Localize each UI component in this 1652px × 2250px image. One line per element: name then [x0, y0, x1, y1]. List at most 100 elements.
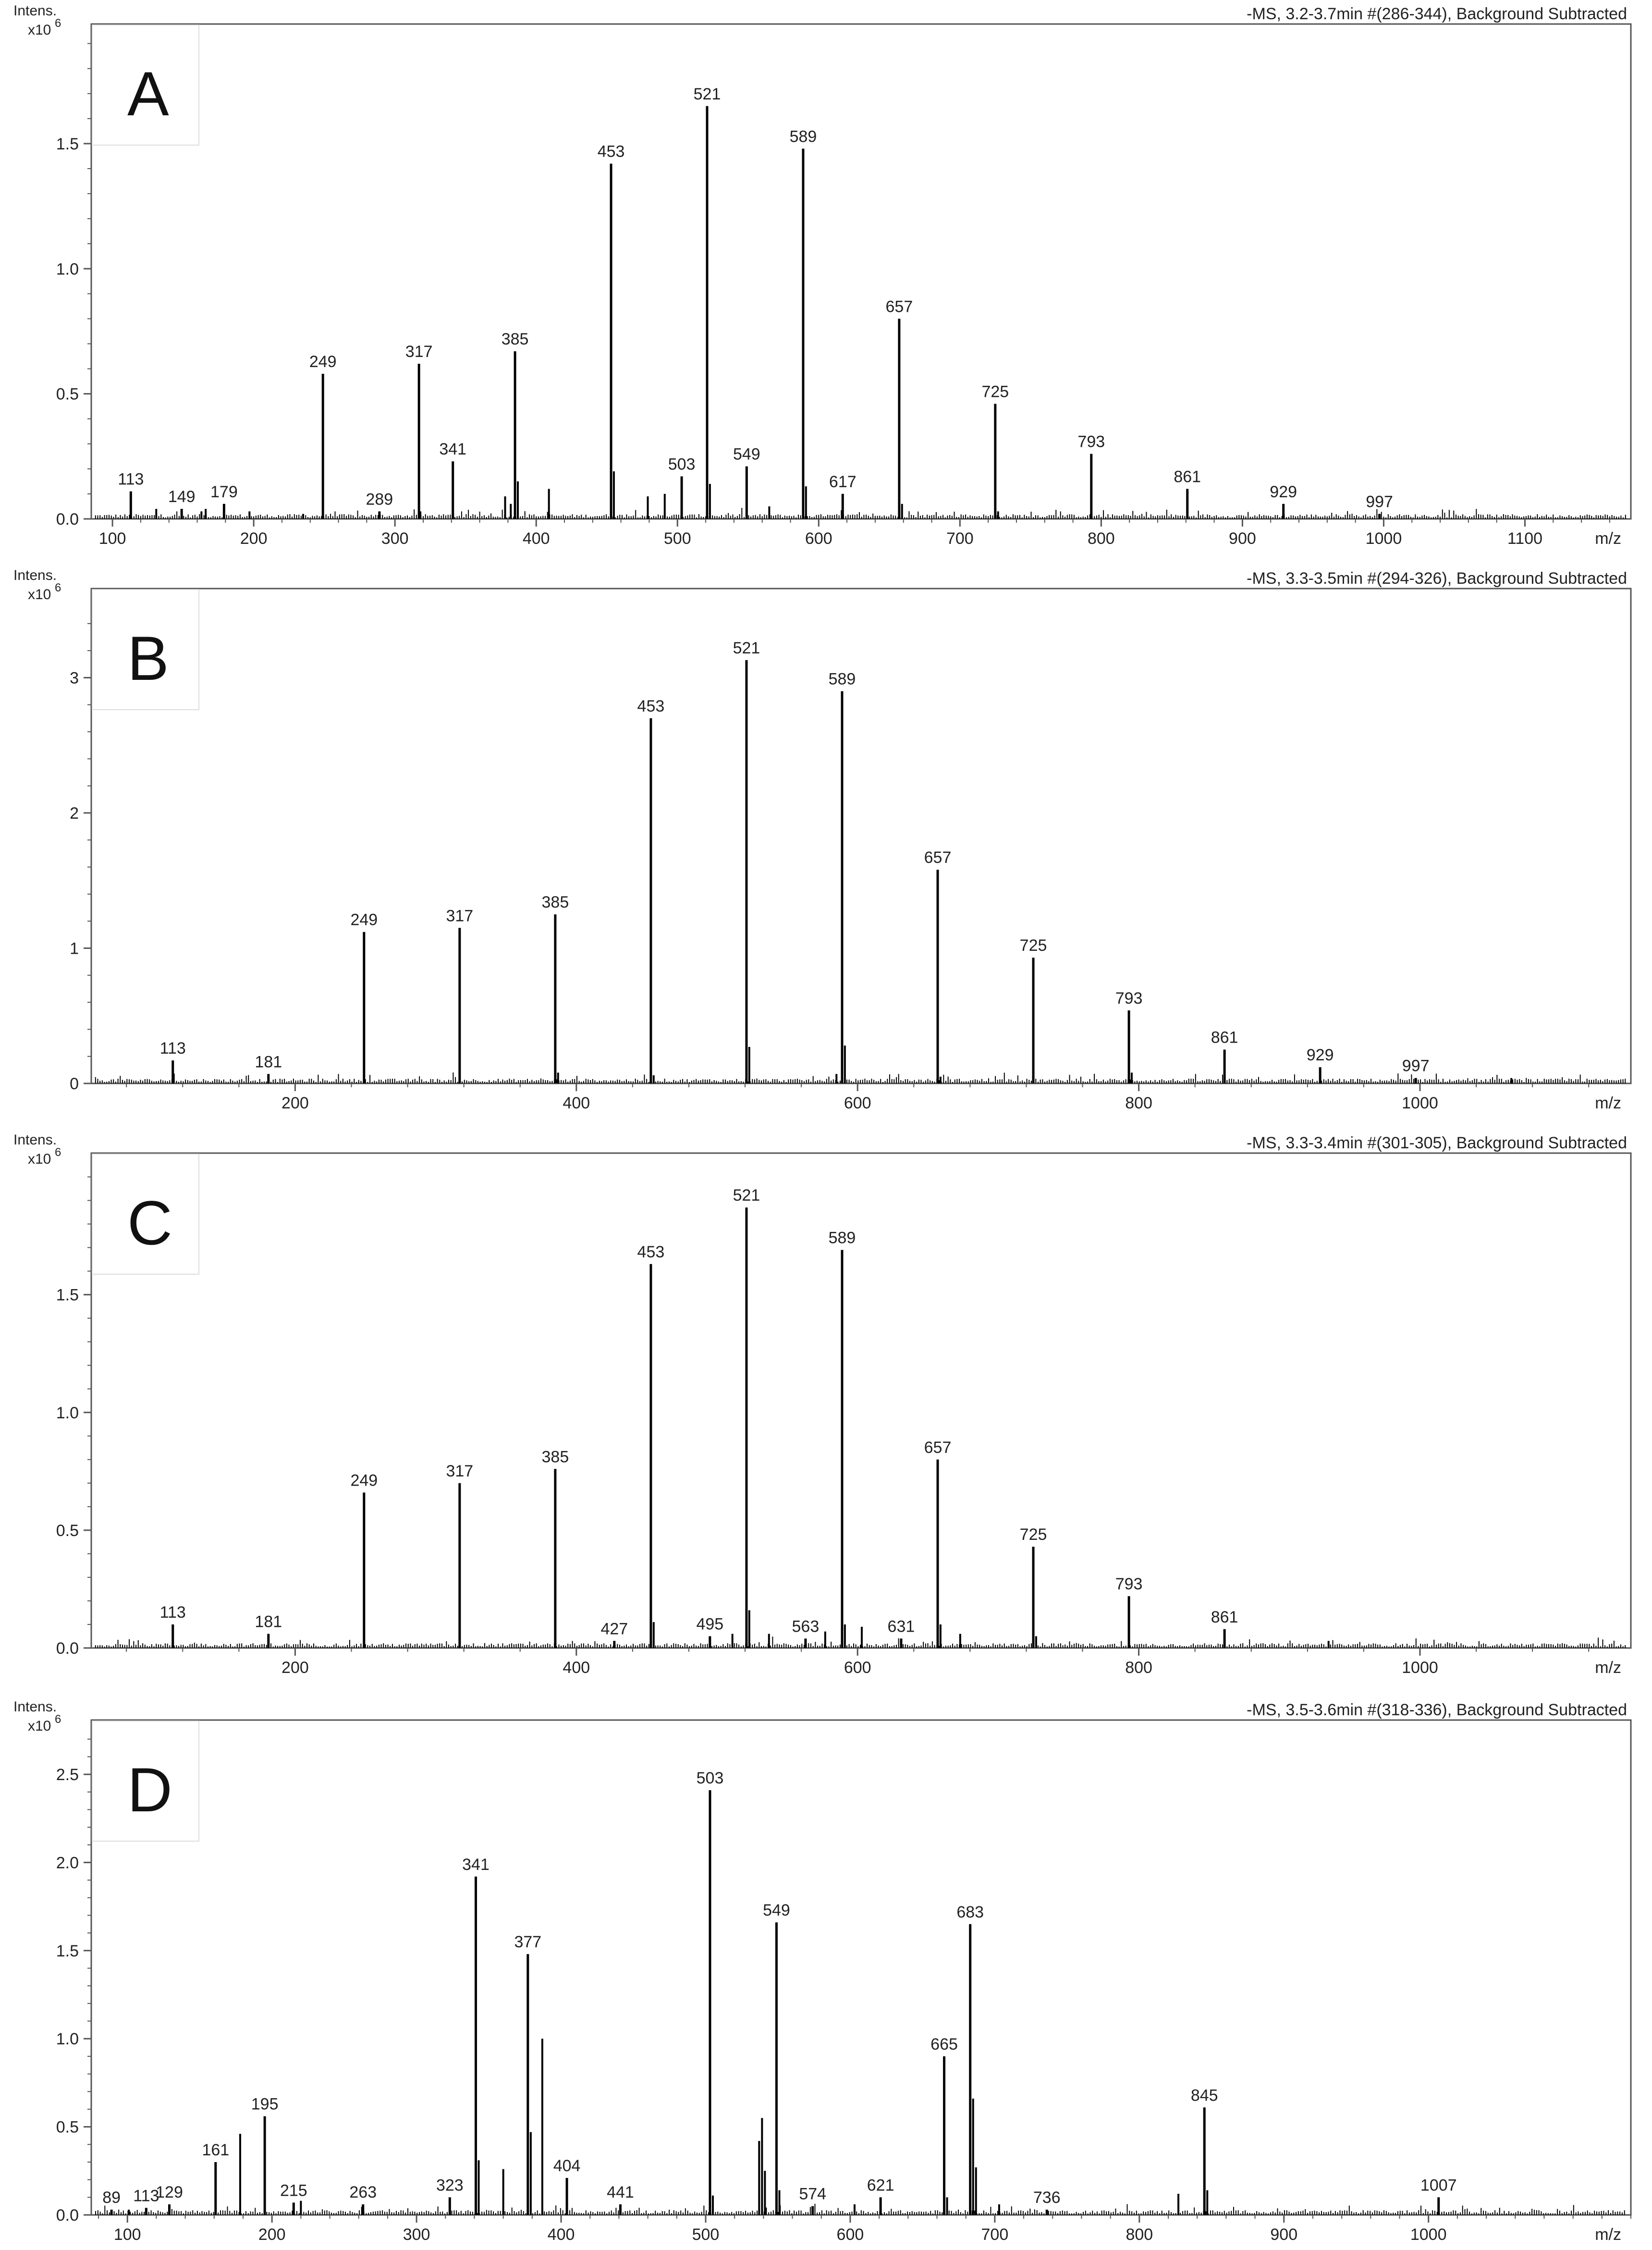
spectrum-panel-b: B -MS, 3.3-3.5min #(294-326), Background …: [13, 567, 1632, 1112]
x-tick-label: 500: [664, 529, 691, 548]
x-tick-label: 900: [1229, 529, 1256, 548]
x-tick-label: 400: [523, 529, 550, 548]
y-axis-label: Intens.: [13, 1699, 57, 1715]
peak-label: 385: [542, 1448, 569, 1466]
panel-letter-box: [92, 25, 199, 146]
y-axis-scale-exponent: 6: [55, 1146, 61, 1159]
peak-label: 341: [439, 440, 466, 458]
x-tick-label: 800: [1125, 1094, 1152, 1112]
peak-label: 657: [924, 1439, 952, 1457]
peak-label: 263: [349, 2183, 377, 2201]
baseline-noise: [95, 1072, 1626, 1083]
peak-label: 179: [210, 483, 238, 501]
peak-label: 997: [1366, 493, 1393, 511]
x-tick-label: 800: [1088, 529, 1115, 548]
x-axis-label: m/z: [1595, 1094, 1621, 1112]
peak-label: 589: [829, 1229, 856, 1247]
y-tick-label: 2: [70, 804, 79, 823]
peak-label: 129: [156, 2183, 183, 2201]
peak-label: 589: [790, 127, 817, 146]
plot-frame: [90, 588, 1632, 1084]
peak-label: 549: [733, 445, 760, 464]
y-axis-scale-exponent: 6: [55, 1713, 61, 1726]
peak-label: 385: [502, 330, 529, 348]
peak-label: 725: [981, 382, 1009, 401]
y-axis-label: Intens.: [13, 1132, 57, 1148]
peak-label: 453: [637, 1243, 665, 1261]
panel-letter: A: [127, 59, 169, 129]
y-tick-label: 0.0: [56, 2206, 79, 2225]
y-tick-label: 0.5: [56, 2118, 79, 2137]
peak-label: 574: [799, 2185, 826, 2203]
baseline-noise: [95, 508, 1626, 519]
panel-letter-box: [92, 1721, 199, 1842]
panel-letter-box: [92, 589, 199, 710]
y-axis-scale: x10: [28, 22, 51, 38]
plot-frame: [90, 1152, 1632, 1649]
peak-label: 249: [309, 353, 337, 371]
x-tick-label: 500: [692, 2225, 720, 2244]
spectrum-subtitle: -MS, 3.5-3.6min #(318-336), Background S…: [1247, 1701, 1627, 1719]
y-axis-scale-exponent: 6: [55, 17, 61, 30]
peak-label: 503: [697, 1769, 724, 1787]
peak-label: 317: [405, 343, 433, 361]
spectrum-panel-d: D -MS, 3.5-3.6min #(318-336), Background …: [13, 1699, 1632, 2244]
peak-label: 317: [446, 1462, 473, 1480]
peak-label: 385: [542, 893, 569, 911]
x-tick-label: 200: [258, 2225, 286, 2244]
baseline-noise: [95, 1636, 1626, 1648]
peak-label: 249: [350, 911, 378, 929]
peak-label: 113: [118, 470, 144, 489]
x-tick-label: 400: [548, 2225, 575, 2244]
peak-label: 195: [251, 2095, 279, 2114]
peak-label: 725: [1020, 1525, 1047, 1544]
x-tick-label: 800: [1126, 2225, 1153, 2244]
peak-label: 793: [1077, 433, 1105, 451]
peak-label: 861: [1211, 1608, 1238, 1626]
y-tick-label: 0.5: [56, 1522, 79, 1540]
x-axis-label: m/z: [1595, 2225, 1621, 2244]
peak-label: 453: [598, 143, 625, 161]
peak-label: 181: [255, 1613, 282, 1631]
panel-letter: B: [127, 623, 169, 693]
peak-label: 631: [888, 1617, 915, 1635]
peak-label: 929: [1270, 483, 1297, 501]
peak-label: 845: [1191, 2086, 1218, 2104]
x-tick-label: 700: [981, 2225, 1009, 2244]
peak-label: 323: [436, 2176, 464, 2194]
plot-frame: [90, 23, 1632, 520]
peak-label: 521: [694, 85, 721, 103]
peak-label: 736: [1033, 2189, 1061, 2207]
x-tick-label: 600: [837, 2225, 864, 2244]
y-tick-label: 0: [70, 1075, 79, 1093]
x-tick-label: 200: [281, 1659, 309, 1677]
x-tick-label: 1100: [1507, 529, 1542, 548]
x-tick-label: 600: [805, 529, 832, 548]
peak-label: 793: [1115, 989, 1143, 1008]
peak-label: 289: [366, 490, 393, 508]
peak-label: 657: [886, 297, 913, 316]
y-tick-label: 0.5: [56, 385, 79, 404]
x-tick-label: 200: [240, 529, 268, 548]
peak-label: 149: [168, 488, 196, 506]
peak-label: 997: [1402, 1057, 1430, 1075]
peak-label: 617: [829, 473, 857, 491]
y-tick-label: 1.0: [56, 1404, 79, 1422]
y-axis-scale: x10: [28, 1718, 51, 1734]
peak-label: 453: [637, 697, 665, 715]
peak-label: 181: [255, 1053, 282, 1071]
x-tick-label: 1000: [1402, 1659, 1438, 1677]
plot-frame: [90, 1719, 1632, 2216]
x-tick-label: 1000: [1402, 1094, 1438, 1112]
panel-letter-box: [92, 1154, 199, 1275]
spectrum-panel-a: A -MS, 3.2-3.7min #(286-344), Background …: [13, 3, 1632, 548]
x-tick-label: 1000: [1410, 2225, 1447, 2244]
y-tick-label: 1.5: [56, 1942, 79, 1960]
peak-label: 503: [668, 455, 696, 473]
y-tick-label: 1.0: [56, 2030, 79, 2048]
peak-label: 793: [1115, 1575, 1143, 1593]
x-tick-label: 100: [114, 2225, 141, 2244]
panel-letter: C: [127, 1188, 172, 1258]
peak-label: 317: [446, 907, 473, 925]
peak-label: 521: [733, 639, 760, 657]
